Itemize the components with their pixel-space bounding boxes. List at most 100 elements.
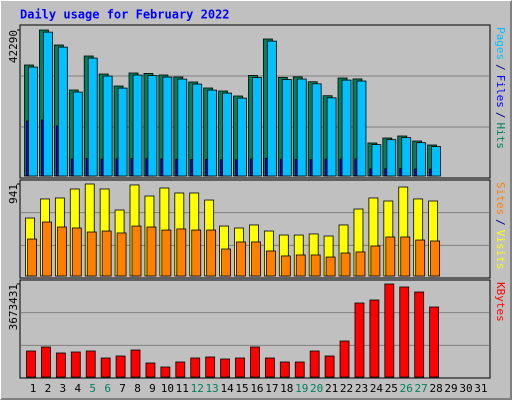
legend-separator: / [494,112,507,119]
bar [237,97,247,177]
bar [400,236,411,277]
bar [191,229,202,277]
bar [117,87,128,177]
bar [205,356,216,378]
legend-entry: Files [494,75,507,108]
x-tick-label: 22 [340,382,353,395]
bar [356,80,367,177]
x-tick-label: 1 [30,382,37,395]
bar [55,352,66,378]
legend: Pages / Files / Hits [494,27,507,149]
bar [26,350,36,378]
bar [415,239,426,277]
legend: KBytes [494,282,507,322]
bar [206,229,217,277]
legend-entry: Sites [494,182,507,215]
bar [85,350,96,378]
bar [384,283,395,378]
bar [221,248,231,277]
x-tick-label: 31 [474,382,487,395]
bar [252,77,262,177]
bar [161,229,172,277]
bar [294,361,305,378]
bar [309,350,320,378]
bar [310,254,321,277]
x-tick-label: 6 [104,382,111,395]
x-tick-label: 18 [280,382,293,395]
x-tick-label: 12 [191,382,204,395]
x-tick-label: 3 [60,382,67,395]
x-tick-label: 4 [74,382,81,395]
x-tick-label: 26 [400,382,413,395]
bar [130,349,141,378]
bar [57,46,68,177]
bar [295,254,306,277]
bar [192,83,203,177]
x-tick-label: 20 [310,382,323,395]
x-tick-label: 29 [444,382,457,395]
bar [430,240,441,277]
bar [431,146,442,177]
bar [207,89,218,177]
bar [145,362,156,378]
bar [250,346,260,378]
bar [416,142,427,177]
x-tick-label: 9 [149,382,156,395]
x-tick-label: 15 [235,382,248,395]
legend-entry: Pages [494,27,507,60]
x-tick-label: 13 [206,382,219,395]
legend-separator: / [494,64,507,71]
bar [27,238,37,277]
bar [354,302,365,378]
legend-entry: Hits [494,123,507,150]
bar [102,75,113,177]
bar [131,225,142,277]
bar [429,306,440,378]
legend-separator: / [494,219,507,226]
bar [264,357,275,378]
bar [41,346,51,378]
x-tick-label: 16 [250,382,263,395]
x-tick-label: 5 [89,382,96,395]
bar [399,286,410,378]
legend-entry: Visits [494,230,507,270]
x-tick-label: 23 [355,382,368,395]
bar [220,358,230,378]
bar [324,355,335,378]
bar [146,226,157,277]
bar [370,245,381,277]
bar [115,355,126,378]
bar [71,227,82,277]
x-tick-label: 11 [176,382,189,395]
bar [401,137,412,177]
bar [341,79,352,177]
x-tick-label: 25 [385,382,398,395]
bar [176,228,187,277]
x-tick-label: 8 [134,382,141,395]
bar [281,79,292,177]
bar [190,357,201,378]
bar [100,357,111,378]
bar [266,40,277,177]
bar [72,91,83,177]
x-tick-label: 14 [220,382,234,395]
bar [279,361,290,378]
bar [311,83,322,177]
bar [340,252,351,277]
bar [414,291,425,378]
legend-entry: KBytes [494,282,507,322]
x-tick-label: 21 [325,382,338,395]
bar [132,74,143,177]
x-tick-label: 2 [45,382,52,395]
bar [87,57,98,177]
bar [369,299,380,378]
bar [339,340,350,378]
y-tick-label: 941 [7,184,20,204]
bar [101,230,112,277]
bar [56,226,67,277]
bar [162,76,173,177]
bar [251,241,261,277]
bar [86,231,97,277]
y-tick-label: 3673431 [7,284,20,330]
